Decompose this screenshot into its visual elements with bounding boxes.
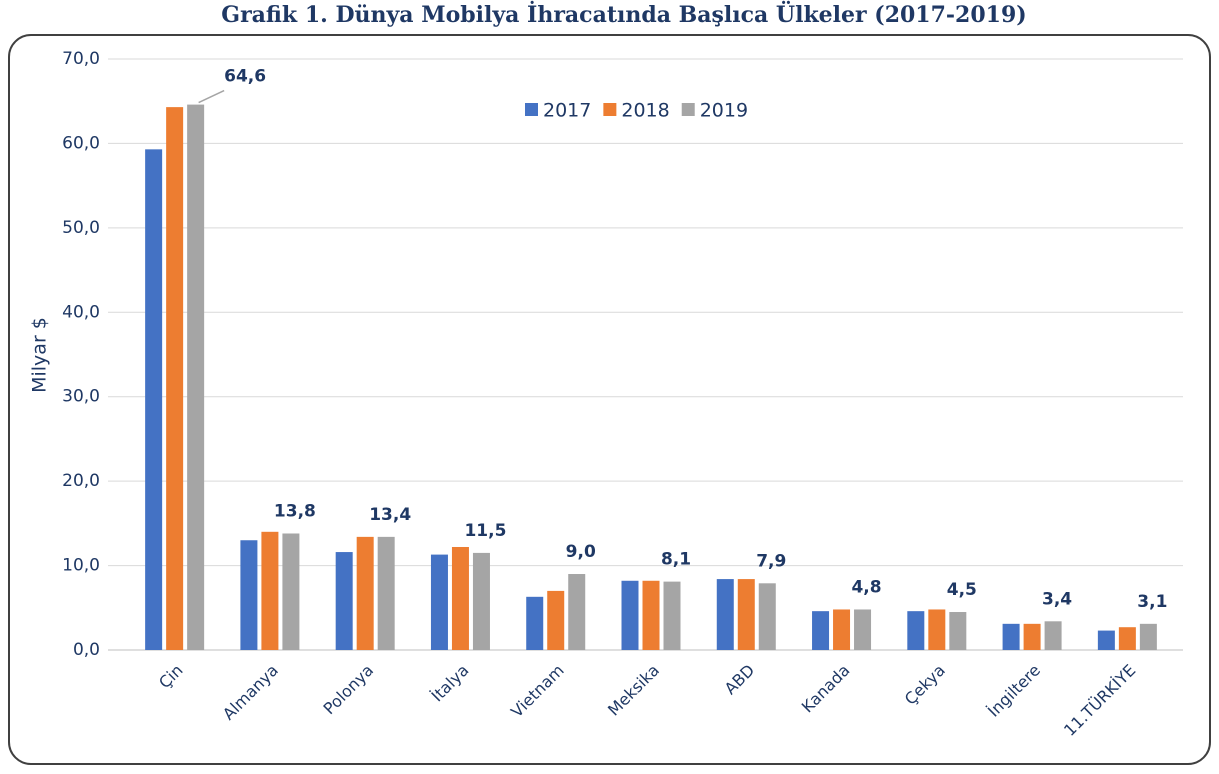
bar (854, 609, 872, 650)
legend-label: 2018 (621, 100, 669, 122)
bar (737, 579, 755, 650)
bar (472, 552, 490, 650)
bar (642, 580, 660, 650)
x-tick-label: İngiltere (984, 661, 1044, 721)
data-label: 4,8 (851, 577, 881, 597)
x-tick-label: Meksika (604, 661, 663, 720)
bar (663, 581, 681, 650)
bar (949, 612, 967, 650)
bar (1139, 623, 1157, 650)
legend-label: 2019 (700, 100, 748, 122)
data-label: 3,4 (1042, 589, 1072, 609)
bar (451, 546, 469, 650)
bar (377, 536, 395, 650)
data-label: 3,1 (1137, 592, 1167, 612)
y-tick-label: 50,0 (62, 218, 100, 238)
y-tick-label: 60,0 (62, 133, 100, 153)
bar (145, 149, 163, 651)
data-label: 7,9 (756, 551, 786, 571)
chart-title: Grafik 1. Dünya Mobilya İhracatında Başl… (221, 0, 1026, 28)
x-tick-label: İtalya (428, 661, 473, 706)
data-label: 64,6 (224, 67, 266, 87)
y-tick-label: 30,0 (62, 387, 100, 407)
y-tick-label: 20,0 (62, 471, 100, 491)
bar (1097, 630, 1115, 650)
bar (907, 611, 925, 650)
leader-line (198, 89, 225, 104)
bar (526, 596, 544, 650)
bar (261, 531, 279, 650)
data-label: 8,1 (661, 550, 691, 570)
bar (335, 552, 353, 650)
legend-label: 2017 (543, 100, 591, 122)
bar (1044, 621, 1062, 650)
bar (240, 540, 258, 650)
data-label: 11,5 (464, 521, 506, 541)
bar (430, 554, 448, 650)
data-label: 13,8 (274, 501, 316, 521)
legend-swatch (525, 103, 538, 116)
bar (166, 107, 184, 651)
x-tick-label: Çekya (901, 661, 949, 709)
legend-swatch (603, 103, 617, 116)
x-tick-label: Vietnam (507, 661, 568, 722)
bar (758, 583, 776, 650)
bar (716, 579, 734, 650)
bar (1023, 623, 1041, 650)
x-tick-label: Kanada (798, 661, 854, 717)
y-tick-label: 40,0 (62, 302, 100, 322)
x-tick-label: 11.TÜRKİYE (1060, 661, 1139, 740)
bar (621, 580, 639, 650)
y-axis-label: Milyar $ (29, 317, 51, 393)
y-tick-label: 0,0 (73, 640, 100, 660)
data-label: 9,0 (566, 542, 596, 562)
y-tick-label: 10,0 (62, 556, 100, 576)
legend-swatch (681, 103, 695, 116)
bar (833, 609, 851, 650)
chart-border (8, 34, 1211, 765)
bar (1118, 627, 1136, 650)
bar (812, 611, 830, 650)
bar (282, 533, 300, 650)
data-label: 4,5 (947, 580, 977, 600)
y-tick-label: 70,0 (62, 49, 100, 69)
bar (356, 536, 374, 650)
bar (547, 590, 565, 650)
bar (568, 574, 586, 650)
x-tick-label: Çin (155, 661, 187, 693)
x-tick-label: Polonya (320, 661, 378, 719)
data-label: 13,4 (369, 505, 411, 525)
bar (187, 104, 205, 650)
bar (1002, 623, 1020, 650)
x-tick-label: ABD (721, 661, 759, 699)
bar (928, 609, 946, 650)
x-tick-label: Almanya (219, 661, 282, 724)
